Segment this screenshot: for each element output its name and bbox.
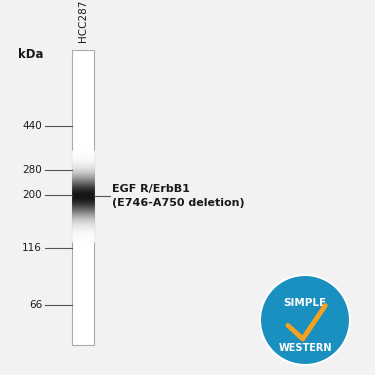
Text: kDa: kDa bbox=[18, 48, 44, 61]
Text: 280: 280 bbox=[22, 165, 42, 175]
Text: HCC287: HCC287 bbox=[78, 0, 88, 42]
Text: 116: 116 bbox=[22, 243, 42, 253]
Text: 200: 200 bbox=[22, 190, 42, 200]
Text: EGF R/ErbB1: EGF R/ErbB1 bbox=[112, 184, 190, 194]
Text: 440: 440 bbox=[22, 121, 42, 131]
Bar bbox=[72, 50, 94, 345]
Text: (E746-A750 deletion): (E746-A750 deletion) bbox=[112, 198, 244, 208]
Text: SIMPLE: SIMPLE bbox=[284, 298, 327, 308]
Text: WESTERN: WESTERN bbox=[278, 343, 332, 353]
Text: 66: 66 bbox=[29, 300, 42, 310]
Circle shape bbox=[260, 275, 350, 365]
